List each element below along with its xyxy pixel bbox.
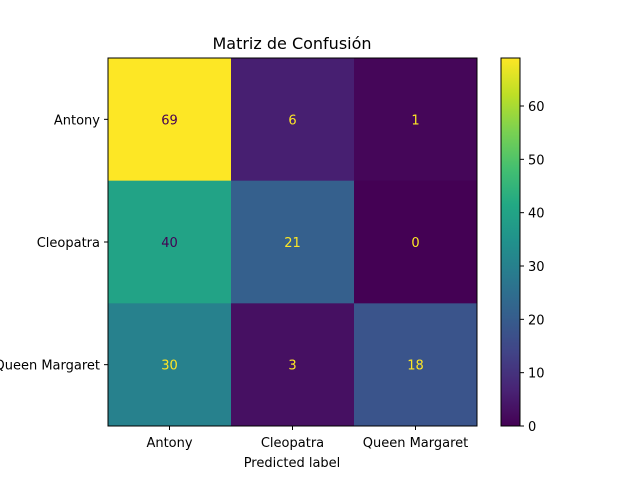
heatmap-cell <box>354 180 478 304</box>
colorbar-tick-label: 20 <box>528 313 545 328</box>
cell-value-label: 21 <box>284 236 301 251</box>
cell-value-label: 69 <box>161 113 178 128</box>
colorbar-tick-label: 50 <box>528 153 545 168</box>
y-tick-label: Cleopatra <box>37 236 100 251</box>
heatmap-cell <box>231 58 355 182</box>
cell-value-label: 18 <box>407 359 424 374</box>
heatmap-cell <box>108 180 232 304</box>
heatmap-cells <box>108 58 478 427</box>
chart-title: Matriz de Confusión <box>212 34 371 53</box>
cell-value-label: 0 <box>411 236 419 251</box>
y-axis-ticks: Antony Cleopatra Queen Margaret <box>0 113 108 374</box>
colorbar <box>500 57 521 427</box>
heatmap-cell <box>231 303 355 427</box>
heatmap-cell <box>354 58 478 182</box>
y-tick-label: Antony <box>54 113 100 128</box>
heatmap-cell <box>231 180 355 304</box>
colorbar-tick-label: 10 <box>528 367 545 382</box>
heatmap-cell <box>108 303 232 427</box>
colorbar-tick-label: 40 <box>528 207 545 222</box>
colorbar-tick-label: 60 <box>528 100 545 115</box>
colorbar-tick-label: 0 <box>528 420 536 435</box>
x-axis-ticks: Antony Cleopatra Queen Margaret <box>146 426 468 451</box>
x-axis-label: Predicted label <box>244 456 341 471</box>
x-tick-label: Cleopatra <box>261 436 324 451</box>
cell-value-label: 3 <box>288 359 296 374</box>
colorbar-tick-label: 30 <box>528 260 545 275</box>
x-tick-label: Antony <box>146 436 192 451</box>
colorbar-ticks: 0 10 20 30 40 50 60 <box>520 100 545 435</box>
heatmap-cell-labels: 69 6 1 40 21 0 30 3 18 <box>161 113 424 373</box>
cell-value-label: 30 <box>161 359 178 374</box>
cell-value-label: 6 <box>288 113 296 128</box>
x-tick-label: Queen Margaret <box>363 436 469 451</box>
y-tick-label: Queen Margaret <box>0 359 100 374</box>
heatmap-cell <box>108 58 232 182</box>
cell-value-label: 1 <box>411 113 419 128</box>
heatmap-cell <box>354 303 478 427</box>
cell-value-label: 40 <box>161 236 178 251</box>
